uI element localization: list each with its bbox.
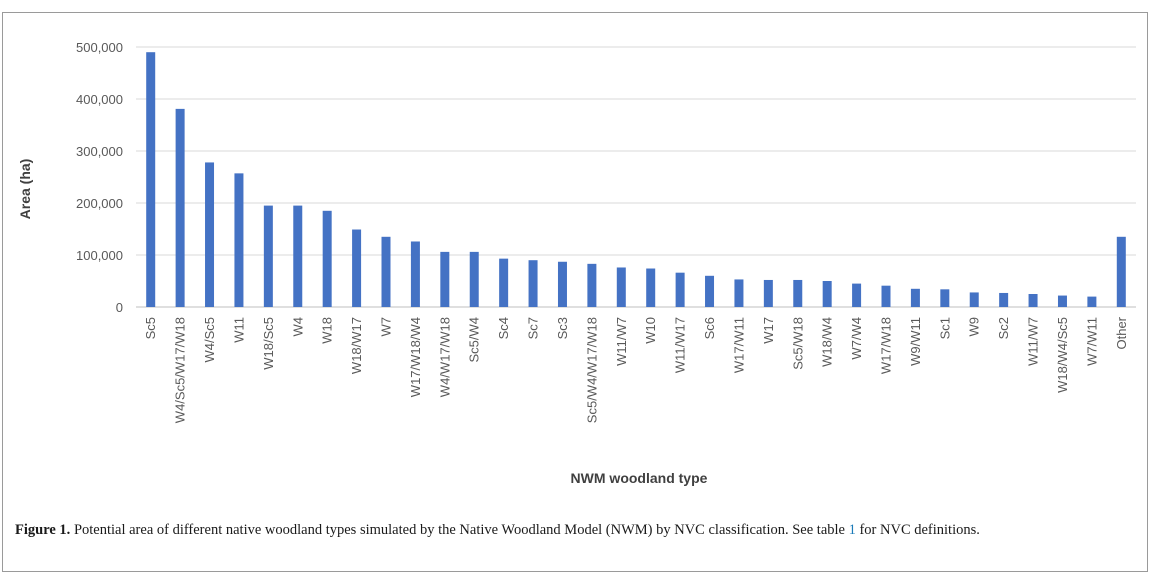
- x-tick-label: Sc1: [937, 317, 952, 339]
- bar: [940, 289, 950, 307]
- y-tick-label: 300,000: [76, 144, 123, 159]
- bar-chart: 0 100,000 200,000 300,000 400,000 500,000 Sc5…: [17, 40, 1136, 486]
- bar: [734, 279, 744, 307]
- x-tick-label: Sc5: [143, 317, 158, 339]
- x-tick-label: W4/W17/W18: [437, 317, 452, 397]
- bar: [910, 288, 920, 307]
- x-tick-label: Sc5/W18: [790, 317, 805, 370]
- y-tick-label: 0: [116, 300, 123, 315]
- x-tick-label: Sc2: [996, 317, 1011, 339]
- bar: [1057, 295, 1067, 307]
- x-tick-label: W9/W11: [908, 317, 923, 366]
- caption-text-end: for NVC definitions.: [855, 522, 980, 538]
- y-tick-label: 400,000: [76, 92, 123, 107]
- x-tick-label: W17/W11: [731, 317, 746, 373]
- y-tick-labels: 0 100,000 200,000 300,000 400,000 500,000: [76, 40, 123, 315]
- x-tick-label: W7/W4: [849, 317, 864, 360]
- bar: [293, 205, 303, 307]
- x-tick-label: W4/Sc5: [202, 317, 217, 363]
- x-tick-label: W10: [643, 317, 658, 344]
- bar: [234, 173, 244, 307]
- bars: [146, 52, 1126, 308]
- x-axis-title: NWM woodland type: [571, 470, 708, 486]
- bar: [146, 52, 156, 308]
- bar: [381, 236, 391, 307]
- x-tick-label: Sc4: [496, 317, 511, 339]
- bar: [705, 275, 715, 307]
- bar: [646, 268, 656, 307]
- bar: [499, 258, 509, 307]
- figure-caption: Figure 1. Potential area of different na…: [15, 521, 1140, 540]
- bar: [852, 283, 862, 307]
- x-tick-label: W17/W18/W4: [408, 317, 423, 397]
- bar: [1087, 296, 1097, 307]
- gridlines: [136, 46, 1136, 308]
- x-tick-label: W18/W17: [349, 317, 364, 374]
- x-tick-label: Sc7: [526, 317, 541, 339]
- bar: [822, 281, 832, 307]
- bar: [969, 292, 979, 307]
- bar: [352, 229, 362, 307]
- x-tick-label: W18/Sc5: [261, 317, 276, 370]
- x-tick-label: W7: [379, 317, 394, 337]
- x-tick-label: Sc3: [555, 317, 570, 339]
- bar: [410, 241, 420, 307]
- x-tick-label: W7/W11: [1084, 317, 1099, 366]
- caption-label: Figure 1.: [15, 522, 71, 538]
- bar: [557, 261, 567, 307]
- bar: [1028, 294, 1038, 307]
- figure-frame: 0 100,000 200,000 300,000 400,000 500,000 Sc5…: [2, 12, 1148, 572]
- bar: [587, 263, 597, 307]
- x-tick-label: W4/Sc5/W17/W18: [173, 317, 188, 423]
- x-tick-label: W17: [761, 317, 776, 344]
- x-tick-label: W11/W7: [614, 317, 629, 366]
- bar: [528, 260, 538, 307]
- x-tick-labels: Sc5 W4/Sc5/W17/W18 W4/Sc5 W11 W18/Sc5 W4 W18 W1…: [143, 316, 1129, 423]
- bar: [1116, 236, 1126, 307]
- bar: [440, 251, 450, 307]
- bar: [322, 210, 332, 307]
- x-tick-label: W11/W17: [673, 317, 688, 373]
- x-tick-label: Sc5/W4/W17/W18: [584, 317, 599, 423]
- bar: [205, 162, 215, 307]
- table-reference-link[interactable]: 1: [848, 522, 856, 538]
- bar: [616, 267, 626, 307]
- y-tick-label: 200,000: [76, 196, 123, 211]
- x-tick-label: W4: [290, 317, 305, 337]
- caption-text: Potential area of different native woodl…: [70, 522, 849, 538]
- x-tick-label: W9: [967, 317, 982, 337]
- x-tick-label: W11/W7: [1026, 317, 1041, 366]
- bar: [999, 292, 1009, 307]
- y-tick-label: 500,000: [76, 40, 123, 55]
- y-axis-title: Area (ha): [17, 159, 33, 220]
- x-tick-label: W11: [231, 317, 246, 343]
- x-tick-label: W18/W4/Sc5: [1055, 317, 1070, 393]
- x-tick-label: W18: [320, 317, 335, 344]
- bar: [793, 279, 803, 307]
- bar: [263, 205, 273, 307]
- bar: [881, 285, 891, 307]
- bar: [469, 251, 479, 307]
- x-tick-label: Sc6: [702, 317, 717, 339]
- x-tick-label: Other: [1114, 316, 1129, 349]
- bar: [675, 272, 685, 307]
- x-tick-label: Sc5/W4: [467, 317, 482, 363]
- x-tick-label: W18/W4: [820, 317, 835, 367]
- y-tick-label: 100,000: [76, 248, 123, 263]
- bar: [175, 108, 185, 307]
- x-tick-label: W17/W18: [879, 317, 894, 374]
- bar: [763, 279, 773, 307]
